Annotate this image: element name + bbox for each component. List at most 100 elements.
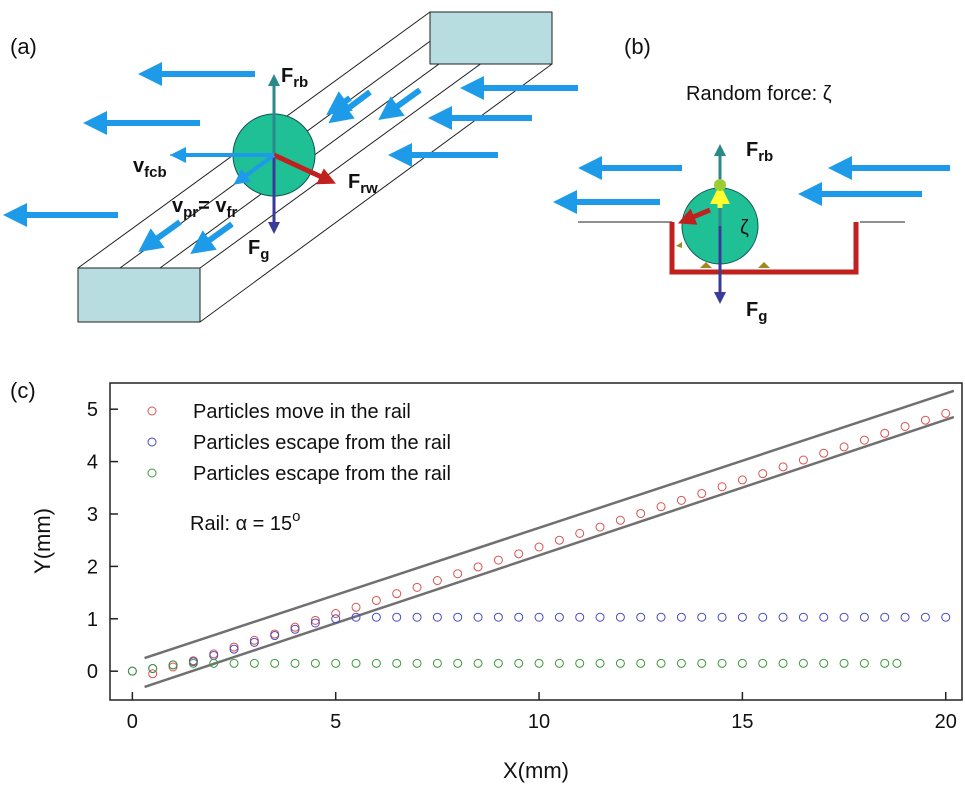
point	[535, 659, 543, 667]
point	[413, 613, 421, 621]
point	[881, 659, 889, 667]
point	[893, 659, 901, 667]
label: Fg	[248, 237, 269, 263]
panel-label: (c)	[10, 378, 36, 403]
point	[616, 516, 624, 524]
point	[779, 613, 787, 621]
point	[454, 570, 462, 578]
point	[332, 659, 340, 667]
point	[474, 563, 482, 571]
point	[657, 613, 665, 621]
panel-label: (a)	[10, 34, 37, 59]
point	[454, 613, 462, 621]
point	[759, 470, 767, 478]
point	[860, 436, 868, 444]
point	[433, 577, 441, 585]
point	[820, 613, 828, 621]
point	[637, 509, 645, 517]
point	[698, 659, 706, 667]
point	[230, 659, 238, 667]
point	[738, 613, 746, 621]
point	[901, 422, 909, 430]
point	[860, 613, 868, 621]
point	[799, 456, 807, 464]
legend-marker	[148, 438, 156, 446]
point	[921, 416, 929, 424]
point	[820, 449, 828, 457]
point	[596, 523, 604, 531]
point	[779, 659, 787, 667]
point	[291, 623, 299, 631]
point	[921, 613, 929, 621]
flow-arrows	[565, 168, 950, 202]
point	[637, 659, 645, 667]
point	[942, 409, 950, 417]
point	[454, 659, 462, 667]
point	[311, 659, 319, 667]
point	[250, 659, 258, 667]
point	[657, 659, 665, 667]
legend-marker	[148, 407, 156, 415]
label: Fg	[746, 299, 767, 325]
point	[494, 613, 502, 621]
y-tick-label: 3	[87, 504, 98, 526]
rail-end	[430, 12, 552, 64]
point	[230, 643, 238, 651]
legend-label: Particles escape from the rail	[193, 463, 451, 485]
point	[393, 613, 401, 621]
point	[393, 590, 401, 598]
point	[759, 659, 767, 667]
figure: (a) Frb vfcb vpr= vfr Frw Fg (b) Random …	[0, 0, 965, 785]
point	[677, 496, 685, 504]
point	[515, 659, 523, 667]
point	[433, 613, 441, 621]
point	[576, 529, 584, 537]
point	[840, 613, 848, 621]
point	[433, 659, 441, 667]
annotation: Random force: ζ	[686, 83, 832, 105]
point	[718, 483, 726, 491]
point	[637, 613, 645, 621]
point	[271, 659, 279, 667]
x-axis-label: X(mm)	[503, 758, 569, 783]
point	[413, 583, 421, 591]
point	[576, 613, 584, 621]
point	[332, 615, 340, 623]
point	[372, 613, 380, 621]
point	[942, 613, 950, 621]
point	[393, 659, 401, 667]
point	[677, 659, 685, 667]
label: Frb	[746, 139, 773, 165]
point	[352, 603, 360, 611]
scatter-chart: (c) X(mm) Y(mm) 05101520012345Particles …	[10, 378, 962, 783]
legend-marker	[148, 469, 156, 477]
point	[799, 659, 807, 667]
x-tick-label: 0	[127, 711, 138, 733]
label: ζ	[740, 217, 749, 239]
x-tick-label: 10	[528, 711, 550, 733]
point	[535, 543, 543, 551]
point	[291, 625, 299, 633]
point	[230, 645, 238, 653]
note-text: Rail: α = 15	[190, 513, 292, 535]
point	[718, 613, 726, 621]
label: vfcb	[133, 155, 167, 181]
point	[840, 659, 848, 667]
legend-label: Particles move in the rail	[193, 401, 411, 423]
point	[677, 613, 685, 621]
point	[616, 613, 624, 621]
point	[820, 659, 828, 667]
point	[250, 636, 258, 644]
label: vpr= vfr	[172, 195, 237, 221]
point	[372, 659, 380, 667]
point	[840, 443, 848, 451]
point	[169, 661, 177, 669]
point	[596, 659, 604, 667]
contact-point	[714, 179, 726, 191]
point	[128, 667, 136, 675]
label: Frw	[348, 171, 378, 197]
point	[352, 659, 360, 667]
point	[799, 613, 807, 621]
point	[576, 659, 584, 667]
point	[738, 659, 746, 667]
